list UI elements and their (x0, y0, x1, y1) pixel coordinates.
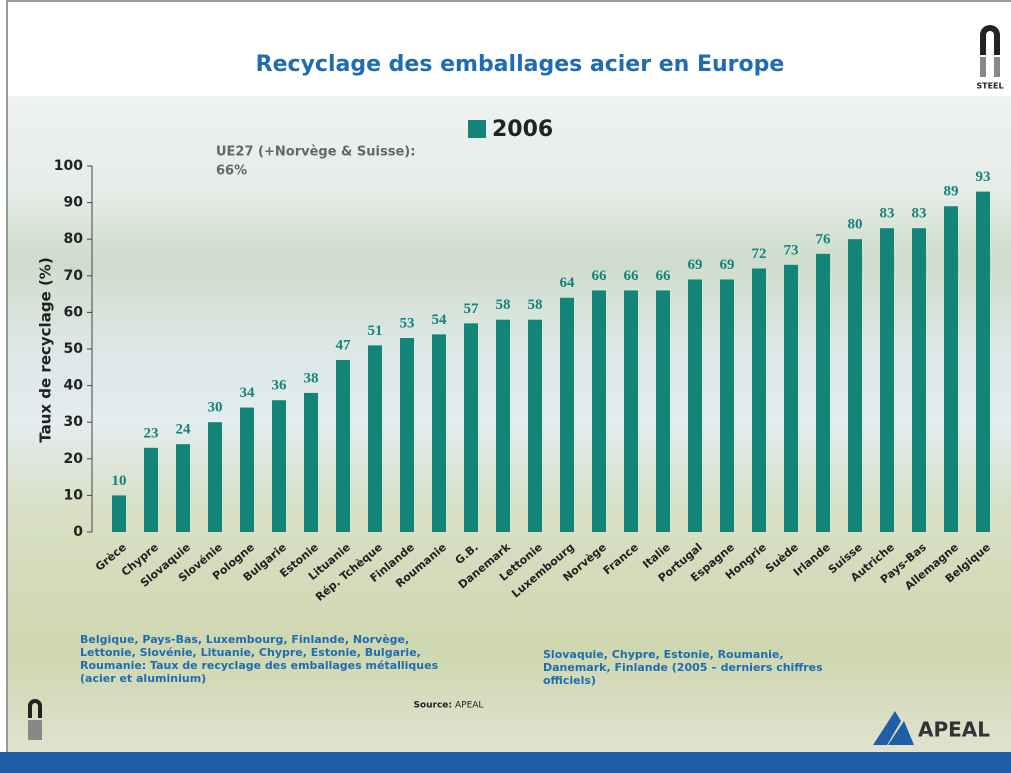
y-tick-label: 60 (64, 304, 84, 320)
bar (624, 290, 638, 532)
value-label: 57 (464, 301, 480, 317)
chart-title: Recyclage des emballages acier en Europe (256, 52, 785, 77)
brand: APEAL (918, 718, 990, 742)
page: Recyclage des emballages acier en Europe… (0, 0, 1011, 773)
bar (688, 279, 702, 532)
bar (944, 206, 958, 532)
bar (464, 323, 478, 532)
bar (336, 360, 350, 532)
annotation: UE27 (+Norvège & Suisse): (216, 145, 415, 160)
value-label: 36 (272, 378, 288, 394)
value-label: 64 (560, 275, 576, 291)
bar (144, 448, 158, 532)
y-tick-label: 80 (64, 231, 84, 247)
legend-swatch (468, 120, 486, 138)
value-label: 24 (176, 422, 192, 438)
source-label: Source: (413, 701, 452, 711)
value-label: 69 (720, 257, 735, 273)
value-label: 72 (752, 246, 767, 262)
value-label: 76 (816, 231, 832, 247)
footnote: Belgique, Pays-Bas, Luxembourg, Finlande… (80, 633, 460, 685)
bar (176, 444, 190, 532)
value-label: 83 (912, 206, 927, 222)
y-tick-label: 30 (64, 414, 84, 430)
bar (816, 254, 830, 532)
annotation: 66% (216, 164, 247, 179)
magnet-icon (994, 57, 1000, 77)
value-label: 73 (784, 242, 799, 258)
value-label: 66 (624, 268, 640, 284)
value-label: 54 (432, 312, 448, 328)
bar (560, 298, 574, 532)
bar (912, 228, 926, 532)
value-label: 80 (848, 217, 863, 233)
y-tick-label: 20 (64, 451, 84, 467)
footnote: Slovaquie, Chypre, Estonie, Roumanie, Da… (543, 648, 833, 687)
bar (112, 495, 126, 532)
value-label: 30 (208, 400, 223, 416)
value-label: 66 (592, 268, 608, 284)
bar (656, 290, 670, 532)
bar (784, 265, 798, 532)
value-label: 34 (240, 385, 256, 401)
value-label: 51 (368, 323, 383, 339)
magnet-icon (980, 57, 986, 77)
magnet-icon (28, 720, 42, 740)
value-label: 38 (304, 370, 319, 386)
bar (496, 320, 510, 532)
bar (304, 393, 318, 532)
y-tick-label: 0 (73, 524, 83, 540)
value-label: 23 (144, 425, 159, 441)
value-label: 58 (528, 297, 543, 313)
bar (240, 408, 254, 532)
bar (432, 334, 446, 532)
y-tick-label: 70 (64, 268, 84, 284)
value-label: 53 (400, 315, 415, 331)
value-label: 83 (880, 206, 895, 222)
bar (880, 228, 894, 532)
value-label: 58 (496, 297, 511, 313)
y-tick-label: 100 (54, 158, 83, 174)
y-tick-label: 90 (64, 195, 84, 211)
value-label: 93 (976, 169, 991, 185)
bar (720, 279, 734, 532)
bar (976, 192, 990, 532)
value-label: 47 (336, 337, 352, 353)
y-tick-label: 50 (64, 341, 84, 357)
y-tick-label: 10 (64, 487, 84, 503)
y-tick-label: 40 (64, 378, 84, 394)
value-label: 66 (656, 268, 672, 284)
bar (272, 400, 286, 532)
bar (400, 338, 414, 532)
bar (592, 290, 606, 532)
logo-text: STEEL (976, 82, 1003, 91)
value-label: 69 (688, 257, 703, 273)
value-label: 89 (944, 184, 959, 200)
bar (208, 422, 222, 532)
source: APEAL (455, 701, 483, 711)
value-label: 10 (112, 473, 127, 489)
legend-label: 2006 (492, 117, 553, 142)
bar (528, 320, 542, 532)
footer-bar (0, 752, 1011, 773)
bar (368, 345, 382, 532)
bar (848, 239, 862, 532)
y-axis-label: Taux de recyclage (%) (37, 257, 55, 442)
bar (752, 268, 766, 532)
